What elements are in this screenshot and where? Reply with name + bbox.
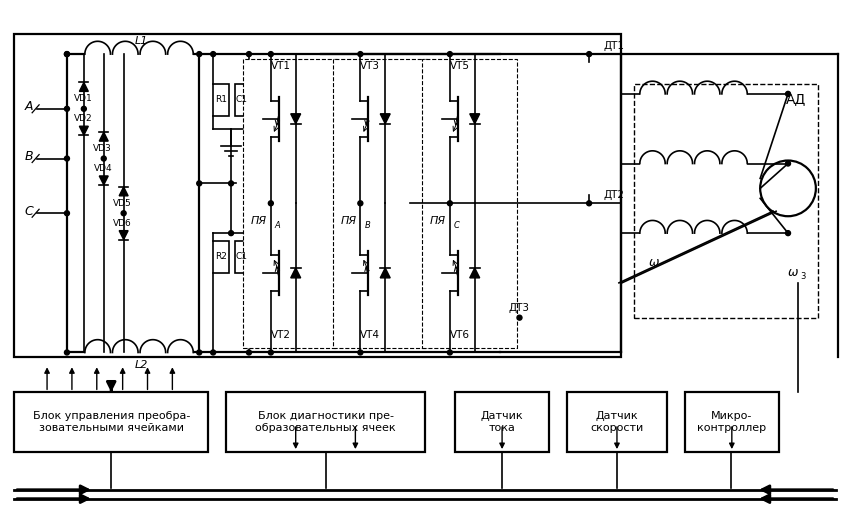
Circle shape bbox=[122, 211, 126, 216]
Circle shape bbox=[229, 181, 234, 186]
Text: C: C bbox=[454, 221, 460, 230]
Bar bbox=[422, 59, 517, 347]
Text: R1: R1 bbox=[215, 95, 227, 104]
Circle shape bbox=[196, 52, 201, 56]
Circle shape bbox=[65, 156, 70, 161]
Circle shape bbox=[246, 52, 252, 56]
Circle shape bbox=[358, 52, 363, 56]
Text: C: C bbox=[24, 205, 33, 218]
Text: Микро-
контроллер: Микро- контроллер bbox=[697, 411, 767, 433]
Circle shape bbox=[65, 350, 70, 355]
Bar bbox=[567, 392, 666, 452]
Polygon shape bbox=[79, 83, 88, 91]
Circle shape bbox=[785, 161, 791, 166]
Circle shape bbox=[269, 52, 274, 56]
Circle shape bbox=[101, 156, 106, 161]
Text: ДТ3: ДТ3 bbox=[509, 303, 530, 313]
Circle shape bbox=[211, 350, 216, 355]
Bar bbox=[226, 392, 425, 452]
Circle shape bbox=[229, 231, 234, 235]
Polygon shape bbox=[380, 268, 390, 278]
Circle shape bbox=[269, 201, 274, 206]
Circle shape bbox=[517, 315, 522, 320]
Text: ПЯ: ПЯ bbox=[251, 216, 267, 226]
Circle shape bbox=[65, 211, 70, 216]
Bar bbox=[14, 34, 621, 358]
Bar bbox=[235, 241, 249, 273]
Text: C1: C1 bbox=[236, 252, 248, 262]
Circle shape bbox=[358, 201, 363, 206]
Text: VT5: VT5 bbox=[450, 61, 470, 71]
Text: Датчик
скорости: Датчик скорости bbox=[591, 411, 643, 433]
Bar bbox=[455, 392, 549, 452]
Text: ω: ω bbox=[649, 256, 659, 269]
Text: ДТ1: ДТ1 bbox=[604, 41, 625, 51]
Text: VT3: VT3 bbox=[360, 61, 380, 71]
Circle shape bbox=[447, 201, 452, 206]
Circle shape bbox=[211, 52, 216, 56]
Text: L1: L1 bbox=[135, 36, 148, 46]
Circle shape bbox=[196, 350, 201, 355]
Circle shape bbox=[586, 52, 592, 56]
Text: VD4: VD4 bbox=[94, 164, 112, 173]
Text: Блок управления преобра-
зовательными ячейками: Блок управления преобра- зовательными яч… bbox=[32, 411, 190, 433]
Bar bbox=[14, 392, 208, 452]
Text: АД: АД bbox=[786, 92, 806, 106]
Bar bbox=[213, 84, 229, 116]
Text: VD6: VD6 bbox=[113, 219, 132, 228]
Text: VT1: VT1 bbox=[271, 61, 291, 71]
Text: A: A bbox=[275, 221, 280, 230]
Polygon shape bbox=[119, 231, 128, 240]
Bar bbox=[684, 392, 779, 452]
Text: ПЯ: ПЯ bbox=[341, 216, 357, 226]
Polygon shape bbox=[99, 176, 108, 185]
Bar bbox=[634, 84, 818, 318]
Bar bbox=[332, 59, 427, 347]
Text: ω: ω bbox=[788, 266, 798, 280]
Text: VD2: VD2 bbox=[74, 114, 92, 123]
Text: Датчик
тока: Датчик тока bbox=[481, 411, 524, 433]
Polygon shape bbox=[291, 268, 301, 278]
Circle shape bbox=[65, 52, 70, 56]
Polygon shape bbox=[119, 187, 128, 196]
Circle shape bbox=[785, 231, 791, 235]
Text: VD3: VD3 bbox=[94, 144, 112, 153]
Circle shape bbox=[785, 91, 791, 96]
Text: VT4: VT4 bbox=[360, 329, 380, 340]
Polygon shape bbox=[99, 132, 108, 141]
Polygon shape bbox=[470, 268, 479, 278]
Circle shape bbox=[82, 106, 87, 111]
Text: B: B bbox=[365, 221, 370, 230]
Text: VT6: VT6 bbox=[450, 329, 470, 340]
Circle shape bbox=[65, 52, 70, 56]
Circle shape bbox=[586, 201, 592, 206]
Bar bbox=[213, 241, 229, 273]
Text: R2: R2 bbox=[215, 252, 227, 262]
Circle shape bbox=[246, 350, 252, 355]
Circle shape bbox=[447, 52, 452, 56]
Circle shape bbox=[447, 350, 452, 355]
Text: ДТ2: ДТ2 bbox=[604, 190, 625, 201]
Circle shape bbox=[65, 106, 70, 111]
Bar bbox=[235, 84, 249, 116]
Text: VD5: VD5 bbox=[113, 199, 132, 208]
Polygon shape bbox=[380, 114, 390, 124]
Text: C1: C1 bbox=[236, 95, 248, 104]
Text: A: A bbox=[24, 101, 32, 113]
Polygon shape bbox=[470, 114, 479, 124]
Text: Блок диагностики пре-
образовательных ячеек: Блок диагностики пре- образовательных яч… bbox=[255, 411, 396, 433]
Text: VD1: VD1 bbox=[73, 94, 93, 103]
Polygon shape bbox=[79, 126, 88, 135]
Circle shape bbox=[358, 350, 363, 355]
Polygon shape bbox=[291, 114, 301, 124]
Text: L2: L2 bbox=[135, 361, 148, 370]
Bar bbox=[243, 59, 337, 347]
Circle shape bbox=[269, 350, 274, 355]
Text: VT2: VT2 bbox=[271, 329, 291, 340]
Text: B: B bbox=[24, 150, 33, 163]
Text: 3: 3 bbox=[800, 272, 806, 282]
Circle shape bbox=[196, 181, 201, 186]
Text: ПЯ: ПЯ bbox=[430, 216, 446, 226]
